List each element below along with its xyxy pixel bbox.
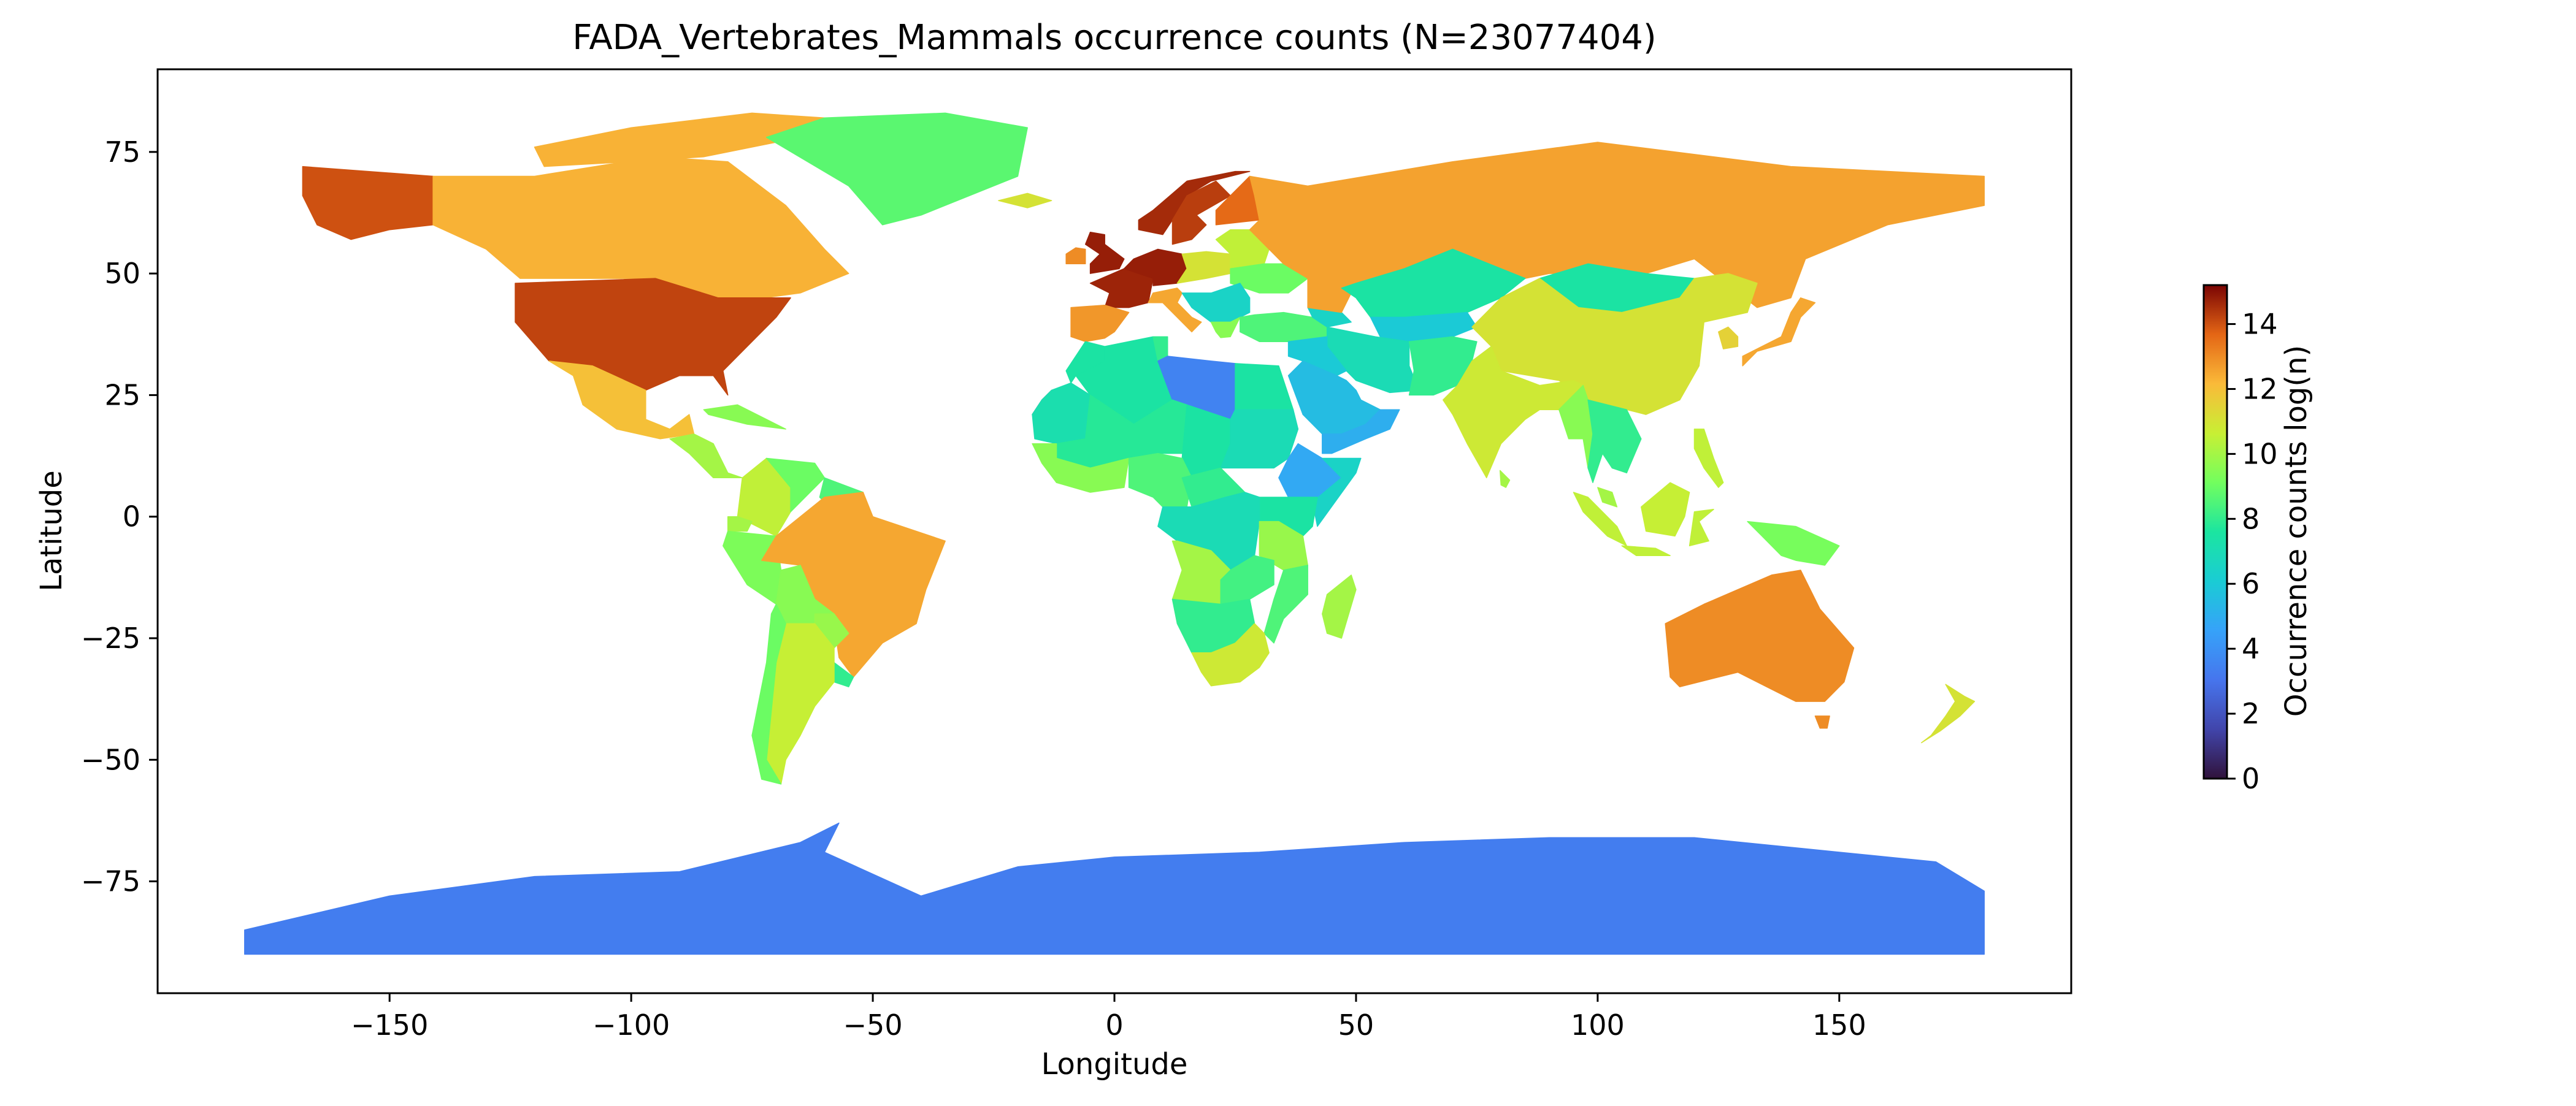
y-tick-label: 25 (104, 378, 140, 411)
region-south-africa (1191, 623, 1270, 687)
region-sumatra (1573, 492, 1627, 547)
colorbar-tick-label: 10 (2242, 437, 2278, 470)
region-chile (751, 603, 786, 785)
region-west-africa-coast (1032, 443, 1130, 493)
region-new-guinea (1747, 521, 1840, 566)
region-balkans (1181, 283, 1251, 323)
region-greece (1210, 316, 1241, 338)
y-tick-label: 50 (104, 257, 140, 290)
map-regions (244, 112, 1985, 955)
region-sulawesi (1689, 509, 1714, 547)
region-borneo (1641, 482, 1690, 537)
colorbar-label: Occurrence counts log(n) (2279, 345, 2313, 717)
x-tick-label: −100 (592, 1009, 670, 1042)
region-ecuador (727, 516, 753, 532)
y-tick-label: 0 (123, 500, 140, 533)
region-japan (1742, 297, 1816, 367)
x-tick-label: 50 (1338, 1009, 1374, 1042)
region-baltics-belarus (1215, 229, 1270, 269)
region-venezuela (765, 457, 826, 513)
region-sri-lanka (1499, 470, 1511, 488)
y-tick-label: −75 (81, 865, 140, 898)
region-congo-basin (1157, 492, 1260, 571)
x-tick-label: −50 (843, 1009, 903, 1042)
x-tick-label: 150 (1812, 1009, 1866, 1042)
region-russia (1249, 142, 1985, 313)
y-tick-label: −25 (81, 622, 140, 655)
region-korea (1718, 326, 1739, 349)
region-iraq-syria (1287, 336, 1347, 376)
x-axis-ticks: −150 −100 −50 0 50 100 150 (351, 993, 1866, 1042)
region-central-america (669, 433, 743, 479)
colorbar-tick-label: 12 (2242, 372, 2278, 405)
y-tick-label: −50 (81, 743, 140, 776)
region-mauritania (1032, 382, 1091, 444)
region-new-zealand (1921, 684, 1976, 744)
region-saudi-arabia (1287, 360, 1381, 435)
region-thailand-indochina (1587, 399, 1642, 483)
colorbar-tick-label: 8 (2242, 502, 2260, 535)
colorbar-tick-label: 0 (2242, 762, 2260, 795)
region-alaska (302, 166, 434, 240)
colorbar-tick-label: 2 (2242, 697, 2260, 730)
region-nigeria-cameroon (1128, 452, 1192, 508)
x-tick-label: 0 (1105, 1009, 1123, 1042)
region-tasmania (1814, 715, 1830, 729)
colorbar-tick-label: 6 (2242, 567, 2260, 600)
region-mexico (548, 360, 695, 440)
region-java (1621, 545, 1671, 556)
x-axis-label: Longitude (1041, 1047, 1188, 1081)
region-sudan (1220, 409, 1299, 469)
region-caribbean (703, 404, 786, 430)
colorbar-tick-label: 4 (2242, 632, 2260, 665)
region-malaysia (1597, 487, 1618, 508)
region-iceland (998, 193, 1052, 208)
colorbar-gradient (2202, 284, 2228, 780)
region-madagascar (1322, 574, 1357, 639)
y-axis-ticks: 75 50 25 0 −25 −50 −75 (81, 135, 158, 898)
region-norway (1138, 170, 1251, 235)
region-united-kingdom (1084, 231, 1125, 274)
colorbar-tick-label: 14 (2242, 308, 2278, 341)
region-mozambique (1263, 565, 1308, 644)
x-tick-label: 100 (1571, 1009, 1625, 1042)
region-philippines (1693, 429, 1724, 488)
region-greenland (765, 112, 1028, 226)
region-egypt (1235, 363, 1294, 410)
region-antarctica (244, 822, 1985, 955)
chart-title: FADA_Vertebrates_Mammals occurrence coun… (572, 18, 1656, 58)
region-australia (1665, 570, 1855, 702)
region-spain-portugal (1070, 304, 1130, 342)
region-ireland (1065, 247, 1086, 265)
region-somalia (1312, 457, 1362, 527)
region-italy-alps (1148, 288, 1202, 333)
y-axis-label: Latitude (34, 470, 69, 592)
y-tick-label: 75 (104, 135, 140, 169)
colorbar: 0 2 4 6 8 10 12 14 (2202, 284, 2278, 795)
x-tick-label: −150 (351, 1009, 428, 1042)
region-yemen-oman (1322, 409, 1400, 454)
